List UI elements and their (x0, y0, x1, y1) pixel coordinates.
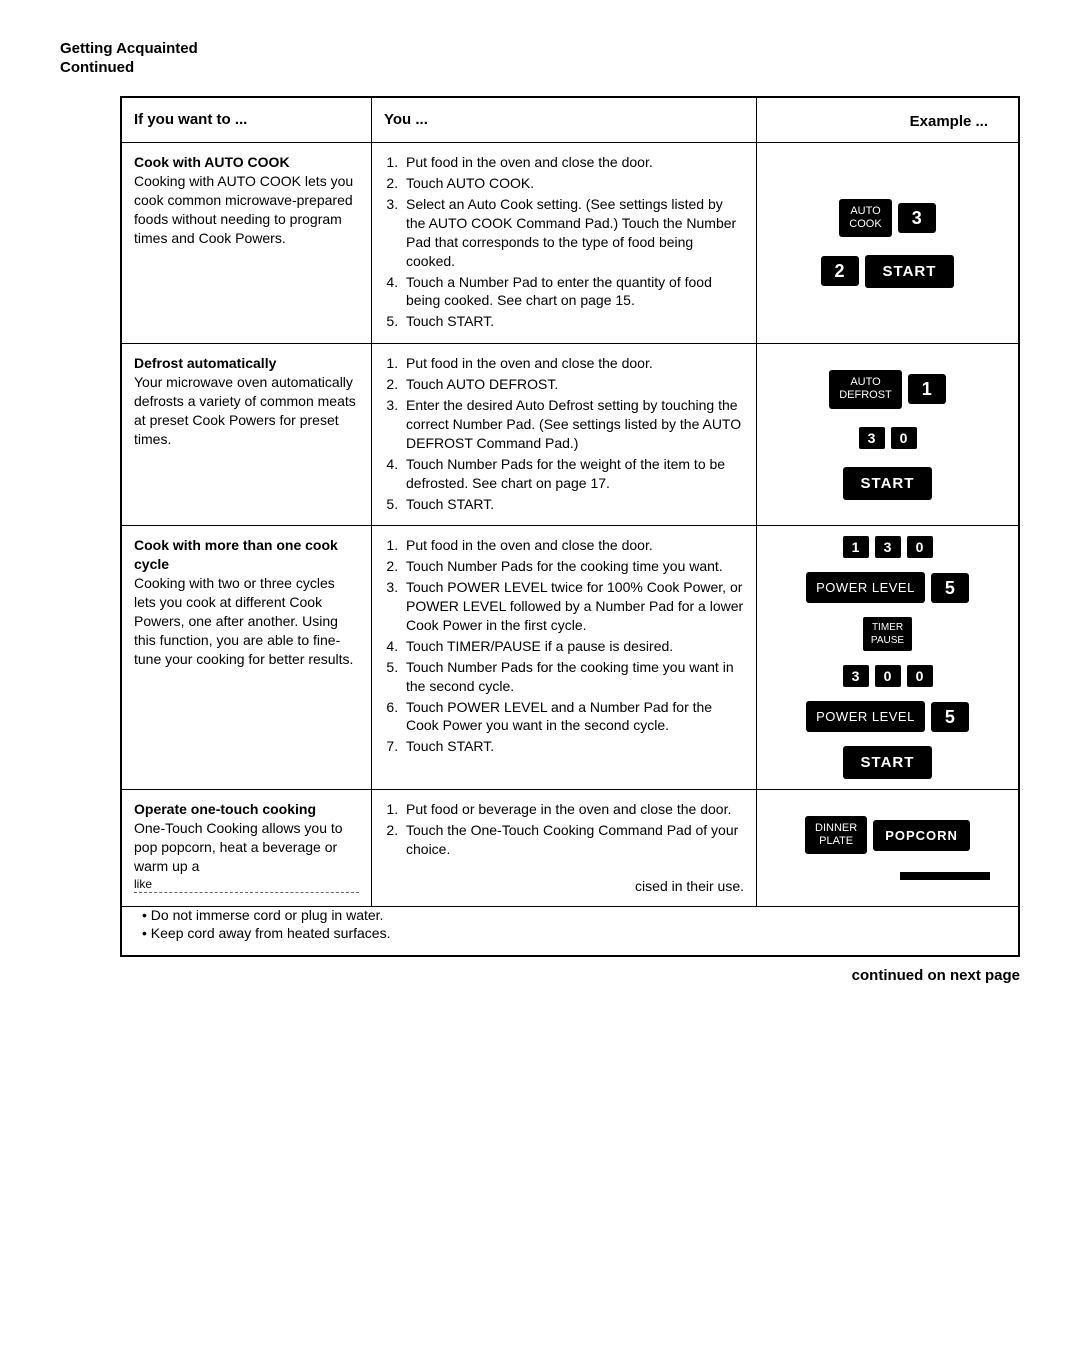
number-pad-1: 1 (908, 374, 946, 404)
footer-bullet-1: • Do not immerse cord or plug in water. (142, 907, 998, 923)
number-pad: 0 (875, 665, 901, 687)
header-col2: You ... (372, 98, 757, 142)
auto-defrost-button: AUTO DEFROST (829, 370, 902, 408)
overlay-fragment: cised in their use. (384, 877, 744, 896)
table-header-row: If you want to ... You ... Example ... (122, 98, 1018, 143)
row3-example: 1 3 0 POWER LEVEL 5 TIMER PAUSE 3 0 0 PO… (757, 526, 1018, 789)
dinner-plate-button: DINNER PLATE (805, 816, 867, 854)
row4-desc: Operate one-touch cooking One-Touch Cook… (122, 790, 372, 906)
row1-title: Cook with AUTO COOK (134, 154, 290, 170)
footer-overlay-notes: • Do not immerse cord or plug in water. … (122, 907, 1018, 955)
header-col1: If you want to ... (122, 98, 372, 142)
number-pad: 0 (907, 665, 933, 687)
number-pad-2: 2 (821, 256, 859, 286)
page-title: Getting Acquainted (60, 40, 1020, 57)
row2-title: Defrost automatically (134, 355, 276, 371)
row4-title: Operate one-touch cooking (134, 801, 316, 817)
section-heading: Getting Acquainted Continued (60, 40, 1020, 76)
table-row: Cook with more than one cook cycle Cooki… (122, 526, 1018, 790)
number-pad-3: 3 (859, 427, 885, 449)
number-pad-0: 0 (891, 427, 917, 449)
partial-black-bar (900, 872, 990, 880)
row4-steps: Put food or beverage in the oven and clo… (372, 790, 757, 906)
power-level-button: POWER LEVEL (806, 572, 925, 603)
table-row: Defrost automatically Your microwave ove… (122, 344, 1018, 526)
number-pad-3: 3 (898, 203, 936, 233)
instruction-table: If you want to ... You ... Example ... C… (120, 96, 1020, 957)
continued-label: continued on next page (120, 967, 1020, 984)
start-button: START (843, 467, 933, 500)
number-pad: 0 (907, 536, 933, 558)
number-pad-5: 5 (931, 702, 969, 732)
row3-desc: Cook with more than one cook cycle Cooki… (122, 526, 372, 789)
row1-example: AUTO COOK 3 2 START (757, 143, 1018, 343)
cutoff-text: like (134, 876, 359, 893)
number-pad-5: 5 (931, 573, 969, 603)
row3-title: Cook with more than one cook cycle (134, 537, 338, 572)
start-button: START (843, 746, 933, 779)
page-subtitle: Continued (60, 59, 1020, 76)
power-level-button: POWER LEVEL (806, 701, 925, 732)
row1-steps: Put food in the oven and close the door.… (372, 143, 757, 343)
row2-example: AUTO DEFROST 1 3 0 START (757, 344, 1018, 525)
table-row: Operate one-touch cooking One-Touch Cook… (122, 790, 1018, 907)
footer-bullet-2: • Keep cord away from heated surfaces. (142, 925, 998, 941)
row2-steps: Put food in the oven and close the door.… (372, 344, 757, 525)
table-row: Cook with AUTO COOK Cooking with AUTO CO… (122, 143, 1018, 344)
row3-steps: Put food in the oven and close the door.… (372, 526, 757, 789)
auto-cook-button: AUTO COOK (839, 199, 891, 237)
popcorn-button: POPCORN (873, 820, 970, 851)
number-pad: 1 (843, 536, 869, 558)
row1-desc: Cook with AUTO COOK Cooking with AUTO CO… (122, 143, 372, 343)
row4-example: DINNER PLATE POPCORN (757, 790, 1018, 906)
start-button: START (865, 255, 955, 288)
number-pad: 3 (843, 665, 869, 687)
header-col3: Example ... (757, 98, 1018, 142)
timer-pause-button: TIMER PAUSE (863, 617, 912, 651)
row2-desc: Defrost automatically Your microwave ove… (122, 344, 372, 525)
number-pad: 3 (875, 536, 901, 558)
